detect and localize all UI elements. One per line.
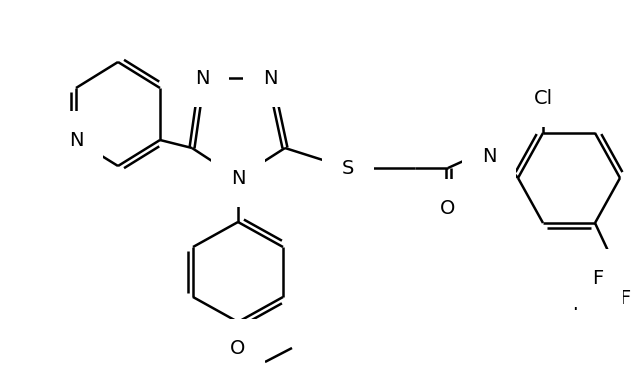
Text: O: O <box>230 338 246 357</box>
Text: O: O <box>440 199 456 218</box>
Text: N: N <box>231 169 245 188</box>
Text: S: S <box>342 158 354 177</box>
Text: N: N <box>482 147 496 166</box>
Text: N: N <box>68 130 83 149</box>
Text: F: F <box>572 296 584 315</box>
Text: Cl: Cl <box>533 89 552 108</box>
Text: F: F <box>620 288 630 307</box>
Text: F: F <box>593 268 604 288</box>
Text: N: N <box>195 69 209 88</box>
Text: H: H <box>483 131 496 149</box>
Text: N: N <box>263 69 277 88</box>
